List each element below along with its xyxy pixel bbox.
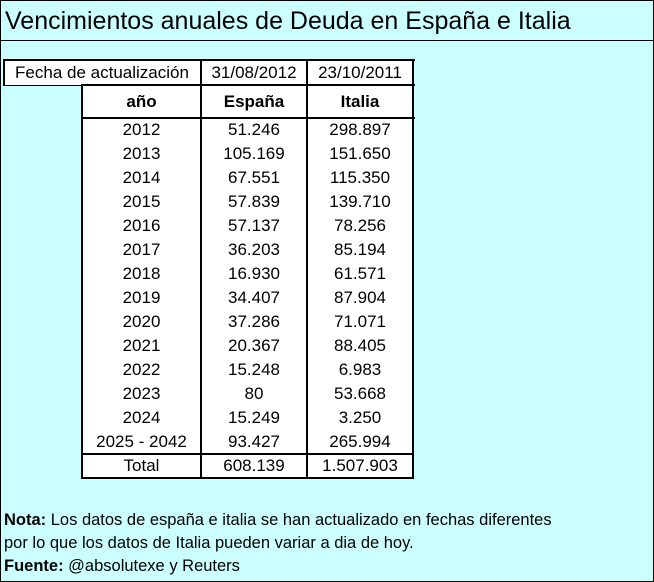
row-year: 2014 bbox=[122, 168, 161, 187]
row-value-italy: 85.194 bbox=[334, 240, 386, 259]
row-value-italy: 61.571 bbox=[334, 264, 386, 283]
table-left-border bbox=[81, 84, 83, 479]
row-value-spain: 37.286 bbox=[228, 312, 280, 331]
row-year: 2023 bbox=[122, 384, 161, 403]
footer-nota-line-2: por lo que los datos de Italia pueden va… bbox=[4, 534, 414, 552]
footer-fuente-line: Fuente: @absolutexe y Reuters bbox=[4, 555, 240, 578]
header-bottom-border bbox=[82, 117, 415, 119]
row-year: 2022 bbox=[122, 360, 161, 379]
update-row-left-border bbox=[3, 59, 5, 85]
row-value-italy: 53.668 bbox=[334, 384, 386, 403]
row-year: 2020 bbox=[122, 312, 161, 331]
row-value-italy: 265.994 bbox=[329, 432, 391, 451]
update-row-bottom-border-left bbox=[3, 85, 82, 86]
total-label: Total bbox=[123, 456, 160, 475]
row-value-spain: 20.367 bbox=[228, 336, 280, 355]
table-body-background bbox=[82, 85, 413, 478]
column-header-spain: España bbox=[223, 91, 285, 111]
total-bottom-border bbox=[81, 477, 414, 479]
row-value-spain: 67.551 bbox=[228, 168, 280, 187]
row-value-italy: 139.710 bbox=[329, 192, 391, 211]
total-italy: 1.507.903 bbox=[322, 456, 398, 475]
row-value-italy: 78.256 bbox=[334, 216, 386, 235]
row-year: 2018 bbox=[122, 264, 161, 283]
fuente-text: @absolutexe y Reuters bbox=[63, 557, 240, 575]
row-value-spain: 93.427 bbox=[228, 432, 280, 451]
row-value-italy: 71.071 bbox=[334, 312, 386, 331]
row-value-spain: 57.137 bbox=[228, 216, 280, 235]
row-value-spain: 15.248 bbox=[228, 360, 280, 379]
row-value-italy: 87.904 bbox=[334, 288, 386, 307]
row-value-italy: 298.897 bbox=[329, 120, 391, 139]
update-row-background bbox=[3, 60, 413, 85]
column-divider-1 bbox=[200, 59, 202, 479]
row-value-spain: 57.839 bbox=[228, 192, 280, 211]
nota-label: Nota: bbox=[4, 511, 47, 529]
row-year: 2021 bbox=[122, 336, 161, 355]
total-top-border bbox=[81, 453, 414, 455]
update-date-spain: 31/08/2012 bbox=[211, 62, 297, 82]
update-date-label: Fecha de actualización bbox=[15, 62, 189, 82]
column-divider-2 bbox=[306, 59, 308, 479]
row-value-italy: 6.983 bbox=[338, 360, 382, 379]
table-right-border bbox=[412, 59, 414, 479]
row-year: 2017 bbox=[122, 240, 161, 259]
row-value-spain: 105.169 bbox=[223, 144, 285, 163]
row-value-spain: 51.246 bbox=[228, 120, 280, 139]
row-year: 2015 bbox=[122, 192, 161, 211]
row-value-italy: 88.405 bbox=[334, 336, 386, 355]
row-value-italy: 3.250 bbox=[338, 408, 382, 427]
row-value-italy: 151.650 bbox=[329, 144, 391, 163]
nota-text: Los datos de españa e italia se han actu… bbox=[46, 511, 552, 529]
row-value-spain: 80 bbox=[244, 384, 264, 403]
row-year: 2013 bbox=[122, 144, 161, 163]
row-value-spain: 15.249 bbox=[228, 408, 280, 427]
row-value-spain: 36.203 bbox=[228, 240, 280, 259]
column-header-italy: Italia bbox=[340, 91, 380, 111]
row-year: 2019 bbox=[122, 288, 161, 307]
update-date-italy: 23/10/2011 bbox=[318, 62, 402, 82]
update-row-top-border bbox=[3, 59, 415, 61]
row-value-spain: 34.407 bbox=[228, 288, 280, 307]
total-spain: 608.139 bbox=[223, 456, 285, 475]
row-value-italy: 115.350 bbox=[329, 168, 391, 187]
footer-nota-line: Nota: Los datos de españa e italia se ha… bbox=[4, 509, 552, 532]
row-year: 2016 bbox=[122, 216, 161, 235]
row-value-spain: 16.930 bbox=[228, 264, 280, 283]
row-year: 2012 bbox=[122, 120, 161, 139]
title-divider bbox=[0, 40, 654, 41]
page-title: Vencimientos anuales de Deuda en España … bbox=[5, 7, 571, 35]
column-header-year: año bbox=[126, 91, 157, 111]
fuente-label: Fuente: bbox=[4, 557, 64, 575]
row-year: 2025 - 2042 bbox=[96, 432, 187, 451]
row-year: 2024 bbox=[122, 408, 161, 427]
header-top-border bbox=[82, 84, 415, 86]
